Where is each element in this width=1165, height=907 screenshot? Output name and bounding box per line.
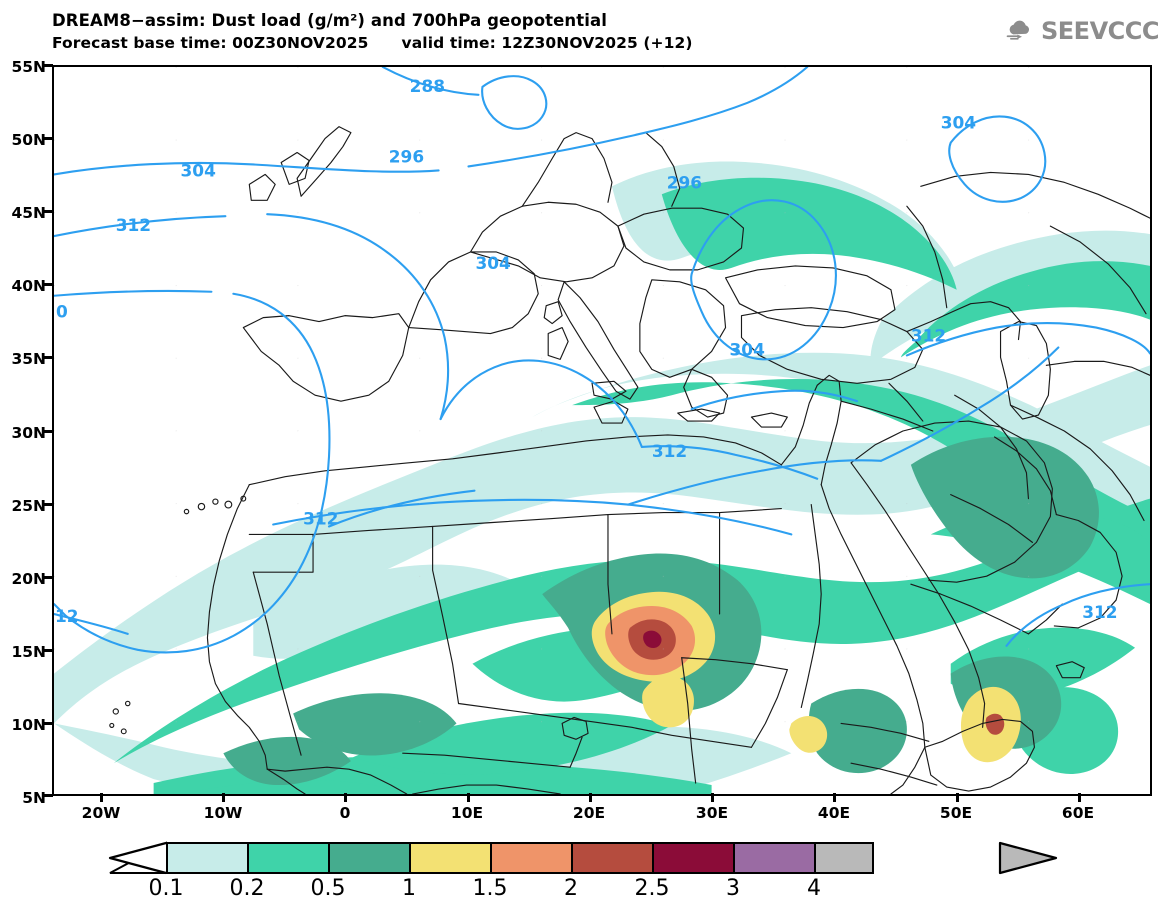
y-tick-45N: 45N <box>11 204 46 222</box>
cloud-wind-icon <box>1006 20 1029 40</box>
y-tick-5N: 5N <box>22 789 46 807</box>
y-tick-10N: 10N <box>11 716 46 734</box>
x-tickmark <box>589 793 592 802</box>
title-block: DREAM8−assim: Dust load (g/m²) and 700hP… <box>52 10 693 54</box>
colorbar-cell-1 <box>411 844 492 872</box>
x-tickmark <box>956 793 959 802</box>
y-tickmark <box>44 649 53 652</box>
colorbar-tick-0.5: 0.5 <box>310 876 346 901</box>
x-tickmark <box>467 793 470 802</box>
colorbar-cell-0.2 <box>249 844 330 872</box>
x-tick-30E: 30E <box>695 804 729 822</box>
y-tick-15N: 15N <box>11 643 46 661</box>
page-title: DREAM8−assim: Dust load (g/m²) and 700hP… <box>52 11 607 30</box>
x-tick-50E: 50E <box>939 804 973 822</box>
y-tick-40N: 40N <box>11 277 46 295</box>
colorbar-tick-2.5: 2.5 <box>634 876 670 901</box>
y-tick-50N: 50N <box>11 131 46 149</box>
colorbar-arrows <box>108 841 1058 875</box>
y-tickmark <box>44 722 53 725</box>
colorbar-tick-0.1: 0.1 <box>148 876 184 901</box>
colorbar-cell-2.5 <box>654 844 735 872</box>
x-tickmark <box>833 793 836 802</box>
colorbar: 0.1 0.2 0.5 1 1.5 2 2.5 3 4 <box>0 838 1165 907</box>
colorbar-cell-0.1 <box>168 844 249 872</box>
y-tickmark <box>44 283 53 286</box>
x-tickmark <box>711 793 714 802</box>
y-tickmark <box>44 356 53 359</box>
colorbar-cell-3 <box>735 844 816 872</box>
colorbar-tick-1.5: 1.5 <box>472 876 508 901</box>
x-tick-20W: 20W <box>81 804 121 822</box>
colorbar-tick-labels: 0.1 0.2 0.5 1 1.5 2 2.5 3 4 <box>0 876 1165 904</box>
colorbar-cell-1.5 <box>492 844 573 872</box>
y-tickmark <box>44 64 53 67</box>
x-tickmark <box>1078 793 1081 802</box>
y-tickmark <box>44 137 53 140</box>
colorbar-tick-4: 4 <box>807 876 821 901</box>
y-tickmark <box>44 503 53 506</box>
y-tickmark <box>44 210 53 213</box>
colorbar-tick-2: 2 <box>564 876 578 901</box>
x-tick-10W: 10W <box>203 804 243 822</box>
x-tickmark <box>222 793 225 802</box>
y-tick-30N: 30N <box>11 424 46 442</box>
logo-text: SEEVCCC <box>1041 17 1160 45</box>
x-tickmark <box>100 793 103 802</box>
seevccc-logo: SEEVCCC <box>1004 13 1160 49</box>
y-tick-25N: 25N <box>11 497 46 515</box>
y-tickmark <box>44 430 53 433</box>
colorbar-tick-1: 1 <box>402 876 416 901</box>
x-tickmark <box>344 793 347 802</box>
forecast-time-subtitle: Forecast base time: 00Z30NOV2025 valid t… <box>52 34 693 52</box>
grid-overlay <box>54 67 1150 794</box>
map-plot-area: 288 296 296 304 304 304 304 312 0 312 31… <box>52 65 1152 796</box>
y-tick-20N: 20N <box>11 570 46 588</box>
x-tick-0: 0 <box>339 804 351 822</box>
colorbar-cell-0.5 <box>330 844 411 872</box>
map-canvas: 288 296 296 304 304 304 304 312 0 312 31… <box>54 67 1150 794</box>
y-tick-35N: 35N <box>11 350 46 368</box>
y-tick-55N: 55N <box>11 58 46 76</box>
x-tick-40E: 40E <box>817 804 851 822</box>
x-tick-60E: 60E <box>1061 804 1095 822</box>
y-tickmark <box>44 576 53 579</box>
x-tick-20E: 20E <box>572 804 606 822</box>
header: DREAM8−assim: Dust load (g/m²) and 700hP… <box>0 0 1165 60</box>
colorbar-cells <box>166 842 874 874</box>
colorbar-cell-4 <box>816 844 872 872</box>
colorbar-tick-3: 3 <box>726 876 740 901</box>
x-tick-10E: 10E <box>450 804 484 822</box>
colorbar-cell-2 <box>573 844 654 872</box>
colorbar-tick-0.2: 0.2 <box>229 876 265 901</box>
y-tickmark <box>44 794 53 797</box>
